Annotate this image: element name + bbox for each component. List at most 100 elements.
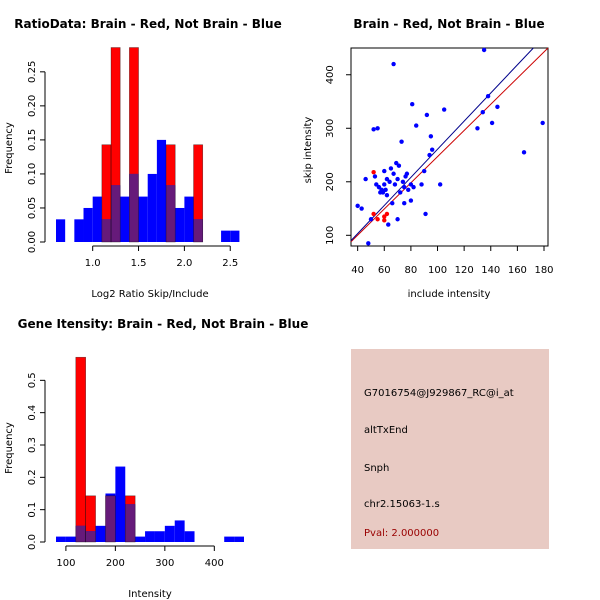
gene-red-bar [75, 357, 86, 542]
scatter-blue-point [427, 152, 432, 158]
scatter-blue-point [394, 160, 399, 166]
ratio-y-tick-label: 0.00 [27, 231, 38, 253]
scatter-blue-point [388, 166, 394, 171]
ratio-chart-title: RatioData: Brain - Red, Not Brain - Blue [14, 17, 281, 31]
scatter-blue-point [355, 203, 360, 209]
scatter-chart-title: Brain - Red, Not Brain - Blue [353, 17, 544, 31]
scatter-blue-point [424, 112, 430, 118]
gene-histogram-panel: Gene Itensity: Brain - Red, Not Brain - … [4, 317, 308, 600]
ratio-y-tick-label: 0.20 [27, 95, 38, 117]
scatter-blue-point [402, 184, 407, 190]
ratio-red-bar-outline [129, 47, 139, 243]
scatter-blue-point [489, 120, 495, 126]
scatter-red-point [384, 211, 390, 217]
scatter-blue-point [423, 211, 428, 217]
scatter-blue-point [414, 123, 419, 128]
gene-blue-bar [164, 525, 175, 542]
ratio-red-bar-outline [110, 47, 121, 243]
scatter-blue-point [441, 107, 447, 112]
ratio-blue-bar [184, 196, 194, 242]
ratio-blue-bar [221, 230, 231, 242]
scatter-red-point [371, 211, 376, 217]
ratio-y-tick-label: 0.05 [27, 197, 38, 219]
gene-blue-bar [154, 531, 165, 542]
scatter-plot-panel: Brain - Red, Not Brain - Blue 40 60 80 100 1… [303, 17, 554, 300]
scatter-blue-point [392, 182, 398, 187]
ratio-overlap-bar [166, 185, 176, 242]
ratio-blue-bar [138, 196, 148, 242]
gene-x-tick-label: 300 [155, 558, 174, 569]
gene-overlap-bar [105, 495, 116, 542]
gene-y-tick-label: 0.4 [27, 405, 38, 421]
scatter-x-tick-label: 60 [378, 265, 391, 276]
ratio-x-axis-label: Log2 Ratio Skip/Include [91, 289, 208, 300]
scatter-blue-point [400, 179, 406, 184]
scatter-blue-point [382, 182, 387, 187]
scatter-red-point [375, 217, 380, 222]
scatter-blue-point [406, 187, 411, 193]
ratio-y-tick-label: 0.10 [27, 163, 38, 185]
gene-blue-bar [95, 525, 106, 542]
gene-red-bar-outline [124, 495, 136, 543]
scatter-blue-point [408, 182, 414, 187]
scatter-blue-point [374, 182, 379, 187]
ratio-y-tick-label: 0.25 [27, 61, 38, 83]
gene-bars [56, 356, 244, 543]
scatter-blue-point [368, 217, 374, 222]
chromosome-location-text: chr2.15063-1.s [364, 499, 440, 510]
ratio-bars [56, 47, 240, 243]
ratio-blue-bar [120, 196, 130, 242]
scatter-fit-line [350, 47, 549, 243]
gene-blue-bar [224, 536, 235, 542]
scatter-x-tick-label: 140 [481, 265, 500, 276]
ratio-blue-bar [74, 219, 84, 242]
gene-x-tick-label: 100 [56, 558, 75, 569]
scatter-blue-point [404, 171, 410, 176]
scatter-reference-lines [350, 47, 549, 243]
gene-red-bar-outline [85, 495, 96, 543]
gene-chart-title: Gene Itensity: Brain - Red, Not Brain - … [18, 317, 309, 331]
gene-y-tick-label: 0.0 [27, 534, 38, 550]
gene-red-bar-outline [75, 356, 86, 543]
ratio-axes: 1.0 1.5 2.0 2.5 0.00 0.05 0.10 0.15 0.20 0.25 [27, 61, 238, 269]
scatter-blue-point [391, 61, 396, 67]
scatter-blue-point [428, 134, 434, 139]
ratio-y-axis-label: Frequency [4, 122, 15, 174]
scatter-blue-point [396, 163, 402, 168]
gene-x-tick-label: 200 [106, 558, 125, 569]
scatter-blue-point [372, 174, 378, 179]
scatter-x-tick-label: 180 [534, 265, 553, 276]
ratio-blue-bar [147, 173, 157, 242]
scatter-blue-point [485, 93, 491, 99]
scatter-blue-point [429, 147, 435, 152]
scatter-blue-point [480, 110, 485, 115]
scatter-x-tick-label: 160 [508, 265, 527, 276]
ratio-red-bar [111, 47, 121, 242]
ratio-red-bar [101, 144, 112, 242]
scatter-y-tick-label: 100 [325, 226, 336, 245]
ratio-red-bar-outline [165, 144, 176, 243]
ratio-blue-bar [83, 207, 93, 242]
gene-x-axis-label: Intensity [128, 589, 172, 600]
gene-y-tick-label: 0.1 [27, 502, 38, 518]
scatter-blue-point [540, 120, 545, 126]
gene-blue-bar [234, 536, 244, 542]
gene-blue-bar [145, 531, 155, 542]
gene-y-tick-label: 0.5 [27, 372, 38, 388]
scatter-blue-point [422, 168, 427, 174]
scatter-blue-point [363, 176, 368, 182]
gene-y-tick-label: 0.3 [27, 437, 38, 453]
ratio-overlap-bar [129, 173, 139, 242]
scatter-blue-point [387, 179, 392, 184]
ratio-x-tick-label: 2.5 [222, 258, 238, 269]
scatter-x-axis-label: include intensity [408, 289, 491, 300]
scatter-blue-point [495, 104, 500, 110]
scatter-plot-frame [350, 47, 549, 247]
ratio-blue-bar [175, 207, 185, 242]
scatter-axes: 40 60 80 100 120 140 160 180 100 200 300 400 [325, 65, 554, 276]
ratio-blue-bar [230, 230, 240, 242]
gene-overlap-bar [75, 525, 86, 542]
gene-red-bar [85, 495, 96, 542]
ratio-x-tick-label: 2.0 [176, 258, 192, 269]
